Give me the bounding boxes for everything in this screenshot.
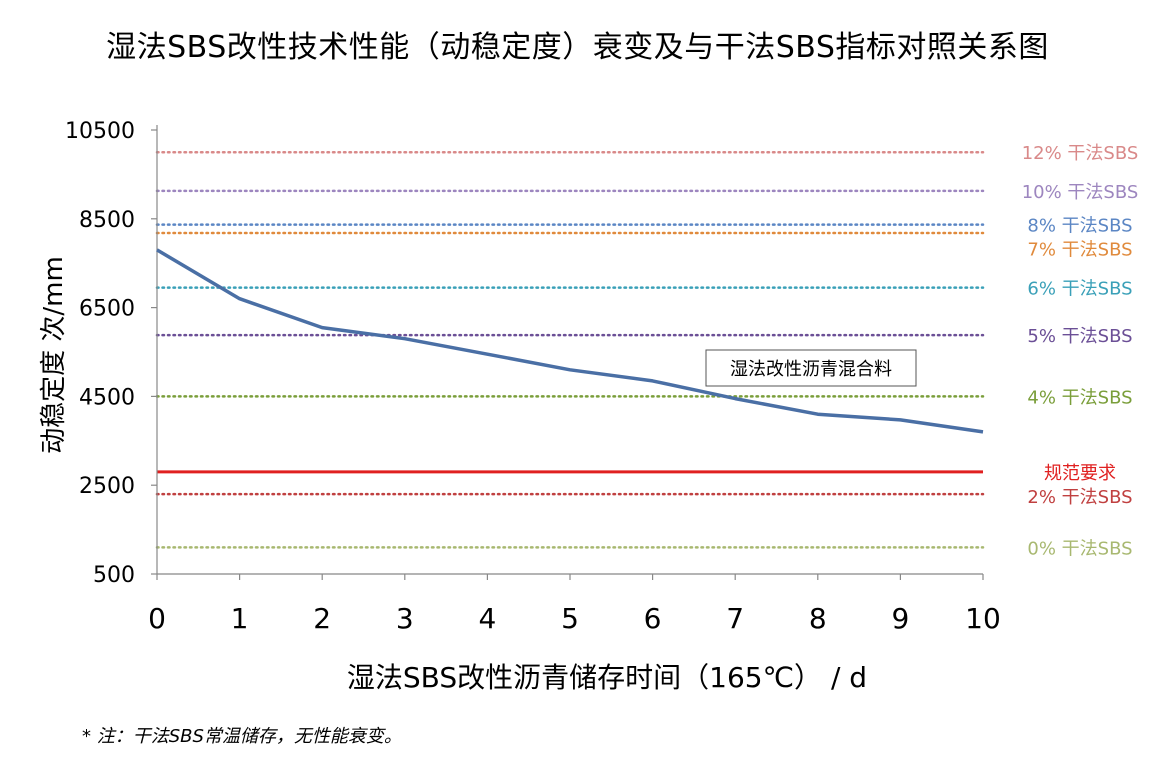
y-tick-label-0: 500	[93, 563, 135, 588]
y-tick-label-5: 10500	[65, 119, 135, 144]
y-tick-label-1: 2500	[79, 474, 135, 499]
annotation-text: 湿法改性沥青混合料	[730, 359, 892, 380]
reference-label-0: 12% 干法SBS	[1022, 143, 1139, 164]
y-tick-label-4: 8500	[79, 208, 135, 233]
reference-label-4: 6% 干法SBS	[1027, 279, 1132, 300]
reference-label-9: 0% 干法SBS	[1027, 538, 1132, 559]
x-tick-label-10: 10	[965, 602, 1001, 635]
axes: 500 2500 4500 6500 8500 10500 0 1 2 3 4 5 6 7 8 9 10	[65, 119, 1001, 635]
reference-label-7: 规范要求	[1044, 463, 1116, 484]
reference-label-2: 8% 干法SBS	[1027, 216, 1132, 237]
reference-labels: 12% 干法SBS 10% 干法SBS 8% 干法SBS 7% 干法SBS 6% 干法S…	[1022, 143, 1139, 559]
reference-label-6: 4% 干法SBS	[1027, 387, 1132, 408]
x-tick-label-3: 3	[396, 602, 414, 635]
reference-lines	[155, 150, 985, 549]
reference-label-3: 7% 干法SBS	[1027, 240, 1132, 261]
x-tick-label-0: 0	[148, 602, 166, 635]
series-line-0	[156, 248, 984, 434]
series-group	[156, 248, 984, 434]
y-axis-label: 动稳定度 次/mm	[39, 256, 69, 454]
x-tick-label-2: 2	[313, 602, 331, 635]
reference-label-8: 2% 干法SBS	[1027, 487, 1132, 508]
y-tick-label-3: 6500	[79, 297, 135, 322]
x-tick-label-9: 9	[891, 602, 909, 635]
x-tick-label-5: 5	[561, 602, 579, 635]
x-tick-label-4: 4	[478, 602, 496, 635]
y-tick-label-2: 4500	[79, 385, 135, 410]
reference-label-5: 5% 干法SBS	[1027, 326, 1132, 347]
annotation-box	[705, 349, 917, 387]
reference-label-1: 10% 干法SBS	[1022, 182, 1139, 203]
annotation: 湿法改性沥青混合料	[705, 349, 917, 387]
x-tick-label-1: 1	[231, 602, 249, 635]
x-tick-label-6: 6	[644, 602, 662, 635]
x-tick-label-8: 8	[809, 602, 827, 635]
x-axis-label: 湿法SBS改性沥青储存时间（165℃） / d	[347, 661, 867, 694]
x-tick-label-7: 7	[726, 602, 744, 635]
chart-title: 湿法SBS改性技术性能（动稳定度）衰变及与干法SBS指标对照关系图	[106, 30, 1049, 65]
footnote: * 注：干法SBS常温储存，无性能衰变。	[82, 726, 402, 747]
